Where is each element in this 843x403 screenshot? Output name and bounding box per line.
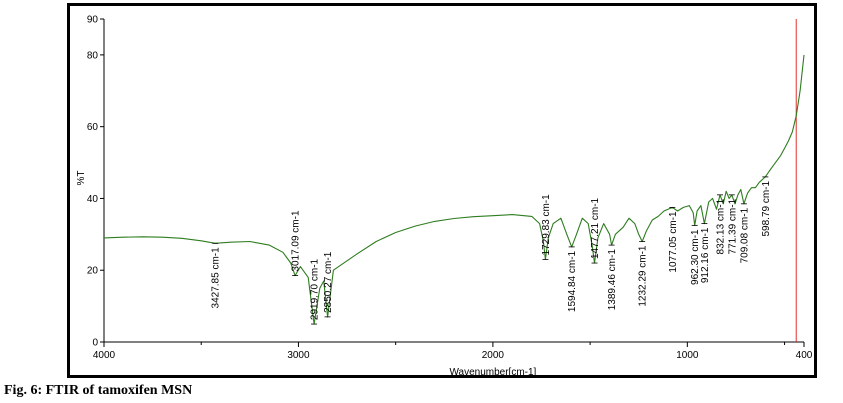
x-tick-label: 2000: [482, 350, 505, 361]
y-tick-label: 90: [87, 15, 99, 26]
peak-label: 1594.84 cm-1: [567, 250, 578, 312]
peak-label: 1077.05 cm-1: [668, 211, 679, 273]
ftir-chart: 0 20 40 60 80 90 4000 3000 2000 1000 400 %T Wavenumb…: [76, 15, 813, 376]
peak-label: 3427.85 cm-1: [211, 247, 222, 309]
peak-label: 1477.21 cm-1: [590, 197, 601, 259]
y-tick-label: 0: [92, 338, 98, 349]
y-tick-label: 40: [87, 194, 99, 205]
x-tick-label: 4000: [93, 350, 116, 361]
y-tick-label: 20: [87, 266, 99, 277]
y-tick-label: 80: [87, 50, 99, 61]
x-tick-label: 1000: [676, 350, 699, 361]
peak-label: 912.16 cm-1: [700, 227, 711, 283]
y-axis-label: %T: [76, 171, 87, 186]
x-axis-label: Wavenumber[cm-1]: [449, 367, 536, 375]
peak-label: 598.79 cm-1: [761, 180, 772, 236]
peak-label: 1232.29 cm-1: [638, 245, 649, 307]
figure-frame: 0 20 40 60 80 90 4000 3000 2000 1000 400 %T Wavenumb…: [67, 3, 817, 378]
x-tick-label: 3000: [287, 350, 310, 361]
peak-label: 3017.09 cm-1: [291, 210, 302, 272]
figure-caption: Fig. 6: FTIR of tamoxifen MSN: [4, 383, 193, 398]
peak-label: 2850.27 cm-1: [323, 251, 334, 313]
peak-label: 1729.83 cm-1: [541, 194, 552, 256]
peak-label: 962.30 cm-1: [690, 229, 701, 285]
y-tick-label: 60: [87, 122, 99, 133]
peak-label: 2919.70 cm-1: [310, 258, 321, 320]
peak-label: 1389.46 cm-1: [607, 249, 618, 311]
peak-label: 832.13 cm-1: [715, 198, 726, 254]
x-tick-label: 400: [796, 350, 813, 361]
peak-label: 771.39 cm-1: [727, 198, 738, 254]
peak-label: 709.08 cm-1: [739, 207, 750, 263]
